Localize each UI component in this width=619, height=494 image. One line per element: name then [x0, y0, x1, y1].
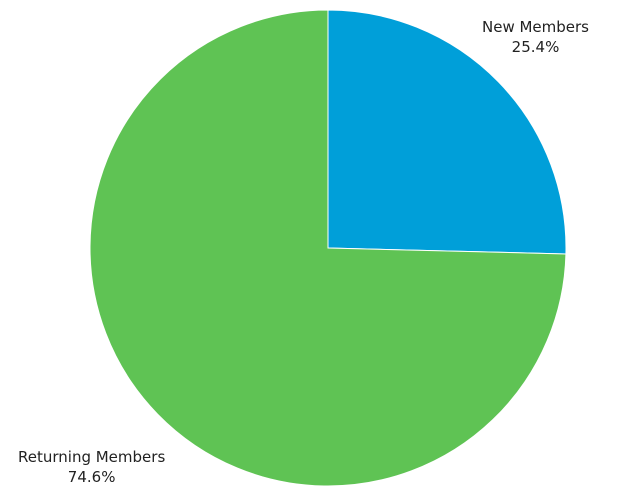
- slice-label-new-members-name: New Members: [482, 18, 589, 36]
- slice-label-returning-members-value: 74.6%: [67, 468, 116, 486]
- slice-label-returning-members-name: Returning Members: [18, 448, 166, 466]
- pie-slice-new-members: [327, 9, 567, 255]
- slice-label-returning-members: Returning Members 74.6%: [18, 447, 165, 487]
- slice-label-new-members: New Members 25.4%: [482, 17, 589, 57]
- slice-label-new-members-value: 25.4%: [511, 38, 560, 56]
- pie-slice-returning-members: [89, 9, 567, 487]
